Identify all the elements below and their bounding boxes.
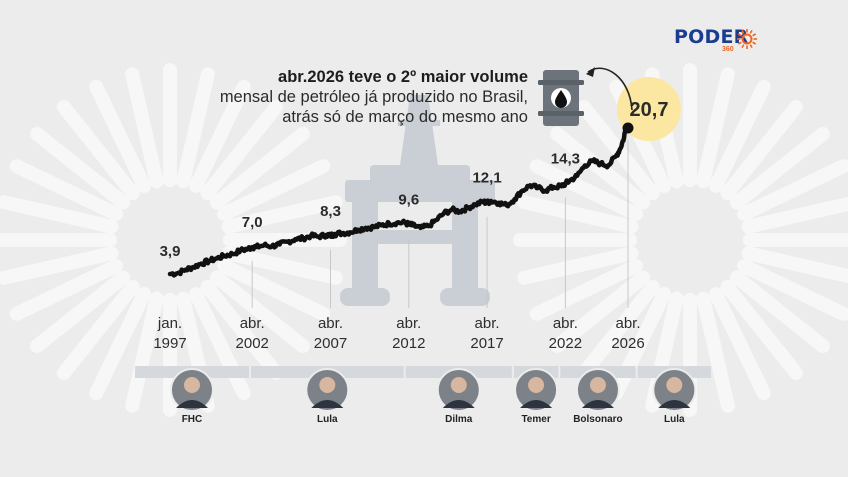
president-avatar bbox=[575, 368, 620, 412]
value-label: 8,3 bbox=[320, 203, 341, 220]
president-name: Bolsonaro bbox=[573, 414, 623, 425]
president-avatar bbox=[436, 368, 481, 412]
x-tick-label: abr. 2017 bbox=[470, 315, 504, 352]
value-label: 9,6 bbox=[398, 191, 419, 208]
brand-logo: PODER bbox=[674, 26, 749, 48]
president-name: Dilma bbox=[445, 414, 473, 425]
x-tick-label: abr. 2002 bbox=[235, 315, 269, 352]
endpoint-marker bbox=[622, 122, 634, 134]
x-tick-label: abr. 2007 bbox=[313, 315, 348, 352]
arrow-head-icon bbox=[586, 67, 595, 77]
president-name: Lula bbox=[664, 414, 685, 425]
president-avatar bbox=[305, 368, 350, 412]
president-avatar bbox=[652, 368, 697, 412]
production-line bbox=[167, 124, 631, 278]
value-label: 7,0 bbox=[242, 214, 263, 231]
president-name: FHC bbox=[181, 414, 203, 425]
x-tick-label: abr. 2022 bbox=[548, 315, 583, 352]
president-name: Lula bbox=[317, 414, 338, 425]
x-gridlines bbox=[251, 140, 629, 308]
value-label: 12,1 bbox=[472, 170, 501, 187]
sun-logo-icon bbox=[737, 29, 757, 49]
brand-logo-sub: 360 bbox=[722, 46, 734, 53]
x-tick-label: abr. 2026 bbox=[611, 315, 645, 352]
value-label: 3,9 bbox=[160, 243, 181, 260]
highlight-circle bbox=[617, 77, 681, 141]
president-name: Temer bbox=[521, 414, 551, 425]
oil-barrel-icon bbox=[538, 70, 584, 126]
x-tick-label: abr. 2012 bbox=[392, 315, 426, 352]
president-avatar bbox=[514, 368, 559, 412]
x-tick-label: jan. 1997 bbox=[153, 315, 187, 352]
headline-bold: abr.2026 teve o 2º maior volume bbox=[278, 68, 528, 86]
value-label: 14,3 bbox=[551, 151, 580, 168]
oil-platform-illustration bbox=[340, 95, 495, 306]
value-label: 20,7 bbox=[630, 99, 669, 121]
headline: abr.2026 teve o 2º maior volume mensal d… bbox=[128, 67, 528, 127]
presidents-timeline bbox=[135, 366, 711, 378]
president-avatar bbox=[169, 368, 214, 412]
headline-line-2: mensal de petróleo já produzido no Brasi… bbox=[219, 88, 528, 106]
headline-line-3: atrás só de março do mesmo ano bbox=[282, 108, 528, 126]
